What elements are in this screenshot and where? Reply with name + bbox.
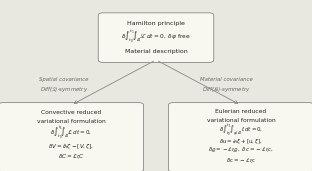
- Text: $\delta V = \partial_t\zeta - [V,\zeta],$: $\delta V = \partial_t\zeta - [V,\zeta],…: [48, 141, 94, 150]
- FancyBboxPatch shape: [168, 103, 312, 171]
- Text: variational formulation: variational formulation: [207, 118, 275, 123]
- Text: $\delta \int_{t_0}^{t_1}\!\int_{\varphi(\mathcal{B})} \ell\, dt = 0,$: $\delta \int_{t_0}^{t_1}\!\int_{\varphi(…: [219, 123, 263, 139]
- Text: $\delta \int_{t_0}^{t_1}\!\int_{\mathcal{B}} \mathscr{L}\, dt = 0,\ \delta\varph: $\delta \int_{t_0}^{t_1}\!\int_{\mathcal…: [121, 29, 191, 45]
- Text: Diff($\mathcal{B}$)-symmetry: Diff($\mathcal{B}$)-symmetry: [202, 85, 251, 94]
- Text: $\delta \int_{t_0}^{t_1}\!\int_{\mathcal{B}} \mathcal{L}\, dt = 0,$: $\delta \int_{t_0}^{t_1}\!\int_{\mathcal…: [50, 124, 92, 141]
- Text: Material covariance: Material covariance: [200, 77, 253, 82]
- FancyBboxPatch shape: [98, 13, 214, 62]
- Text: $\delta C = \mathcal{L}_\zeta C$: $\delta C = \mathcal{L}_\zeta C$: [58, 153, 84, 163]
- Text: $\delta \mathsf{c} = -\mathcal{L}_\xi \mathsf{c}$: $\delta \mathsf{c} = -\mathcal{L}_\xi \m…: [226, 156, 256, 167]
- Text: $\delta\varrho = -\mathcal{L}_\xi\varrho,\ \delta c = -\mathcal{L}_\xi c,$: $\delta\varrho = -\mathcal{L}_\xi\varrho…: [208, 146, 274, 156]
- FancyBboxPatch shape: [0, 103, 144, 171]
- Text: Eulerian reduced: Eulerian reduced: [215, 109, 267, 114]
- Text: Hamilton principle: Hamilton principle: [127, 21, 185, 26]
- Text: Spatial covariance: Spatial covariance: [39, 77, 89, 82]
- Text: variational formulation: variational formulation: [37, 119, 105, 124]
- Text: Convective reduced: Convective reduced: [41, 110, 101, 115]
- Text: Material description: Material description: [124, 49, 188, 54]
- Text: Diff($\mathcal{S}$)-symmetry: Diff($\mathcal{S}$)-symmetry: [40, 85, 88, 94]
- Text: $\delta u = \partial_t\xi + [u,\xi],$: $\delta u = \partial_t\xi + [u,\xi],$: [219, 137, 263, 146]
